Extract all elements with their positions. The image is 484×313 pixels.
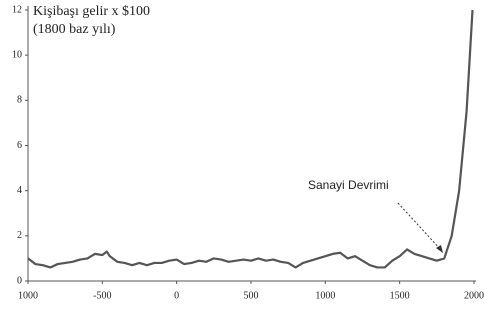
annotation: Sanayi Devrimi <box>308 178 389 192</box>
y-tick-label: 8 <box>17 95 22 106</box>
x-tick-label: 0 <box>174 290 179 301</box>
x-tick-label: 1000 <box>18 290 38 301</box>
y-tick-label: 4 <box>17 185 22 196</box>
x-tick-label: 2000 <box>464 290 484 301</box>
y-tick-label: 2 <box>17 230 22 241</box>
data-line <box>27 9 474 269</box>
x-tick-label: 1500 <box>390 290 410 301</box>
chart-title: Kişibaşı gelir x $100 <box>33 4 150 19</box>
arrow-head <box>436 245 443 253</box>
y-tick-label: 0 <box>17 275 22 286</box>
y-tick-label: 10 <box>12 49 22 60</box>
chart-subtitle: (1800 baz yılı) <box>33 22 116 37</box>
y-tick-label: 6 <box>17 140 22 151</box>
x-tick-label: 500 <box>244 290 259 301</box>
annotation-arrow <box>397 202 442 251</box>
y-tick-label: 12 <box>12 4 22 15</box>
x-tick-label: 1000 <box>315 290 335 301</box>
x-tick-label: -500 <box>93 290 111 301</box>
